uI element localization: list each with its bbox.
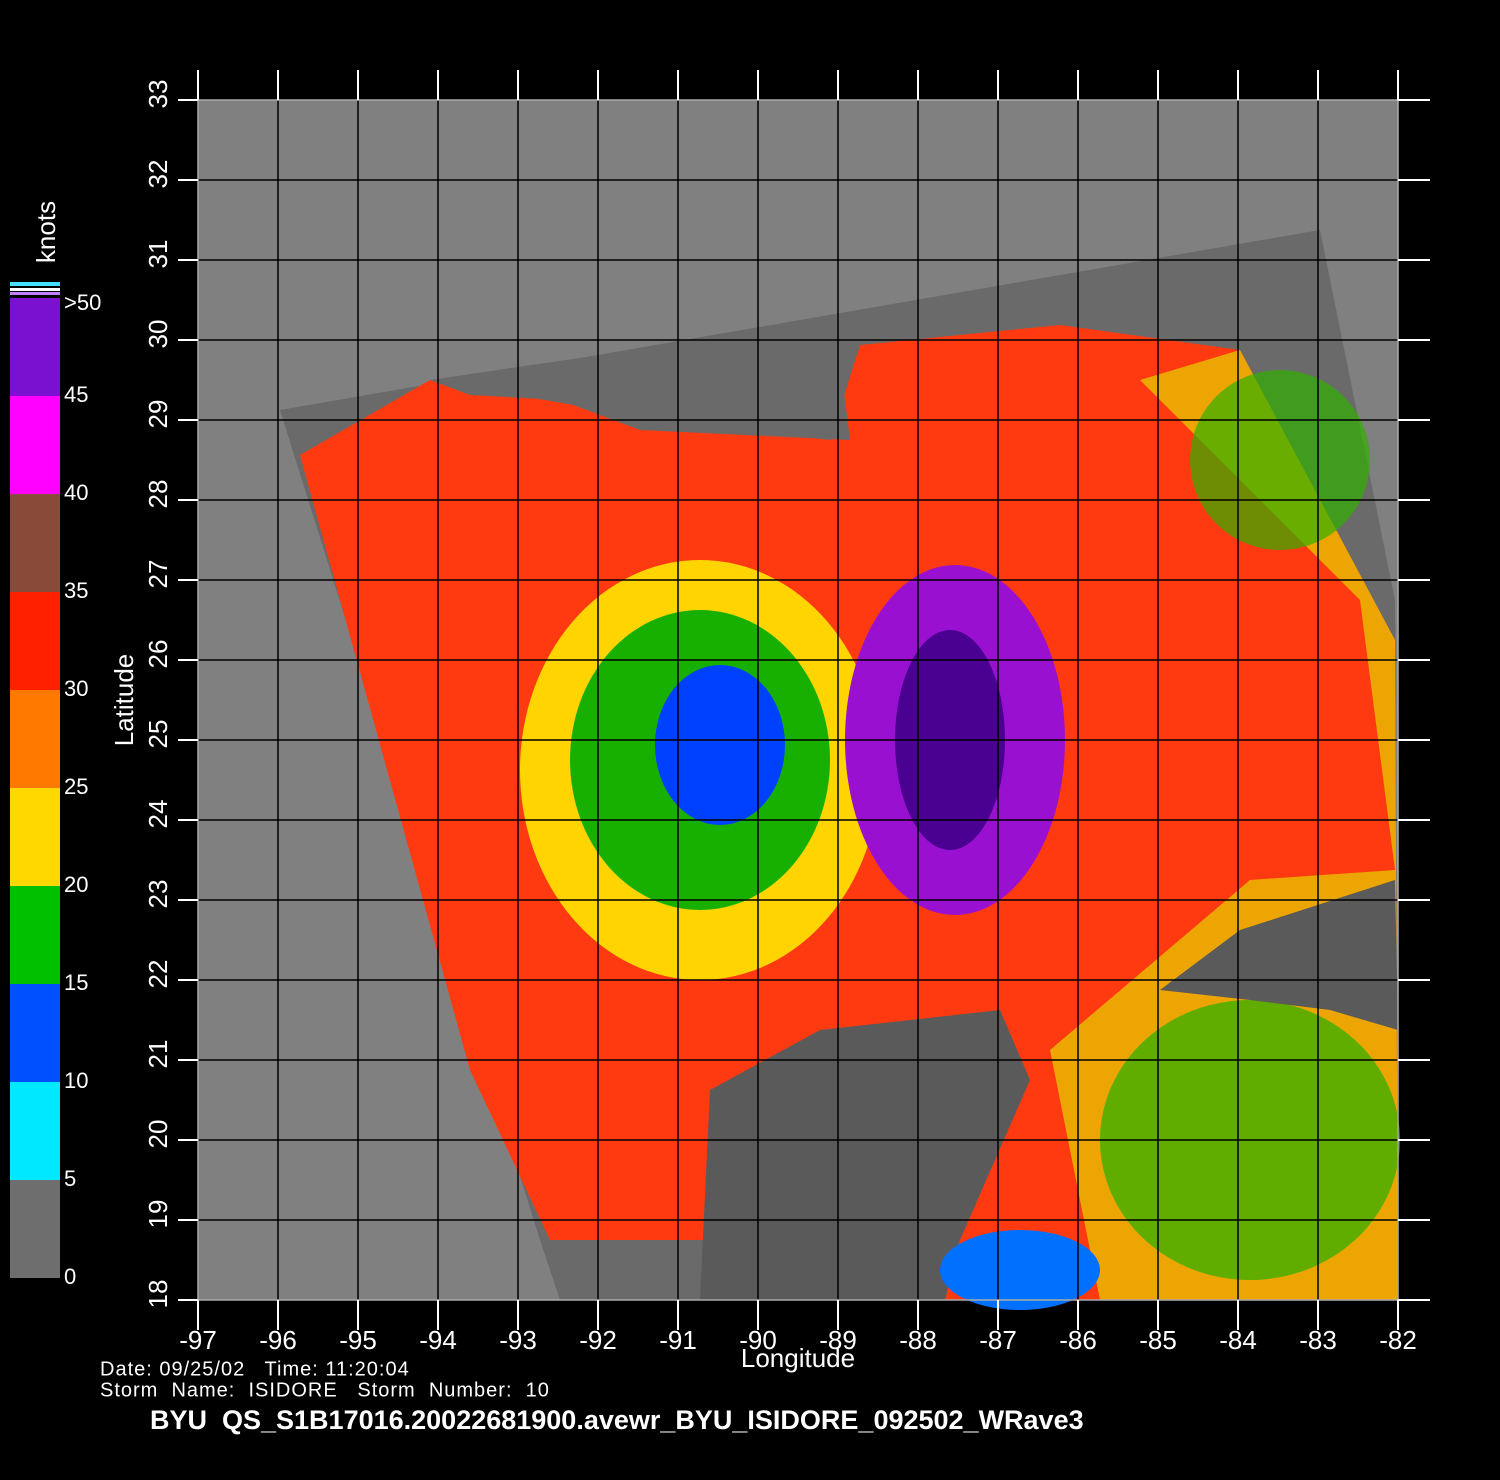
y-tick-label: 33 xyxy=(143,80,173,109)
x-tick-label: -83 xyxy=(1299,1325,1337,1355)
colorbar-band xyxy=(10,886,60,984)
y-axis-label: Latitude xyxy=(109,654,139,747)
colorbar-tick-label: 45 xyxy=(64,382,88,407)
storm-line: Storm Name: ISIDORE Storm Number: 10 xyxy=(100,1379,550,1401)
y-tick-label: 22 xyxy=(143,960,173,989)
colorbar-tick-label: 25 xyxy=(64,774,88,799)
x-tick-label: -94 xyxy=(419,1325,457,1355)
plot-frame xyxy=(197,99,1399,1301)
colorbar-tick-label: 35 xyxy=(64,578,88,603)
colorbar-band xyxy=(10,788,60,886)
x-tick-label: -86 xyxy=(1059,1325,1097,1355)
colorbar-cap xyxy=(10,282,60,286)
wind-region-calm xyxy=(940,1230,1100,1310)
x-tick-label: -87 xyxy=(979,1325,1017,1355)
x-tick-label: -96 xyxy=(259,1325,297,1355)
title: BYU QS_S1B17016.20022681900.avewr_BYU_IS… xyxy=(150,1405,1084,1435)
x-axis-label: Longitude xyxy=(741,1343,855,1373)
storm-eye xyxy=(655,665,785,825)
colorbar-tick-label: 15 xyxy=(64,970,88,995)
x-tick-label: -89 xyxy=(819,1325,857,1355)
x-tick-label: -93 xyxy=(499,1325,537,1355)
colorbar-unit: knots xyxy=(31,201,61,263)
y-tick-label: 24 xyxy=(143,800,173,829)
y-tick-label: 26 xyxy=(143,640,173,669)
colorbar-tick-label: 40 xyxy=(64,480,88,505)
y-tick-label: 29 xyxy=(143,400,173,429)
colorbar-band xyxy=(10,1180,60,1278)
colorbar-band xyxy=(10,1082,60,1180)
y-tick-label: 18 xyxy=(143,1280,173,1309)
x-tick-label: -91 xyxy=(659,1325,697,1355)
y-tick-label: 30 xyxy=(143,320,173,349)
colorbar-tick-label: 10 xyxy=(64,1068,88,1093)
colorbar: 0 5 10 15 20 25 30 35 40 45 >50 xyxy=(10,282,101,1289)
y-tick-label: 31 xyxy=(143,240,173,269)
x-tick-label: -95 xyxy=(339,1325,377,1355)
x-tick-label: -92 xyxy=(579,1325,617,1355)
land-yucatan xyxy=(700,1010,1030,1300)
date-line: Date: 09/25/02 Time: 11:20:04 xyxy=(100,1358,410,1380)
x-tick-label: -88 xyxy=(899,1325,937,1355)
colorbar-cap xyxy=(10,292,60,295)
colorbar-tick-label: 5 xyxy=(64,1166,76,1191)
colorbar-cap xyxy=(10,288,60,291)
wind-region-light xyxy=(1190,370,1370,550)
colorbar-band xyxy=(10,592,60,690)
x-tick-label: -82 xyxy=(1379,1325,1417,1355)
colorbar-tick-label: 30 xyxy=(64,676,88,701)
y-tick-label: 21 xyxy=(143,1040,173,1069)
y-tick-label: 25 xyxy=(143,720,173,749)
colorbar-band xyxy=(10,396,60,494)
y-tick-label: 19 xyxy=(143,1200,173,1229)
colorbar-tick-label: 20 xyxy=(64,872,88,897)
x-tick-label: -97 xyxy=(179,1325,217,1355)
x-tick-label: -85 xyxy=(1139,1325,1177,1355)
y-tick-label: 23 xyxy=(143,880,173,909)
x-tick-label: -84 xyxy=(1219,1325,1257,1355)
colorbar-band xyxy=(10,494,60,592)
colorbar-tick-label: 0 xyxy=(64,1264,76,1289)
colorbar-band xyxy=(10,298,60,396)
y-tick-label: 20 xyxy=(143,1120,173,1149)
y-tick-label: 28 xyxy=(143,480,173,509)
land-us-coast xyxy=(430,350,860,440)
grid xyxy=(197,99,1399,1301)
x-tick-label: -90 xyxy=(739,1325,777,1355)
land-cuba xyxy=(1160,880,1398,1030)
colorbar-band xyxy=(10,690,60,788)
ticks: -97 -96 -95 -94 -93 -92 -91 -90 -89 -88 -87 -86 -85 -… xyxy=(143,70,1430,1355)
colorbar-tick-label: >50 xyxy=(64,290,101,315)
y-tick-label: 32 xyxy=(143,160,173,189)
y-tick-label: 27 xyxy=(143,560,173,589)
colorbar-band xyxy=(10,984,60,1082)
